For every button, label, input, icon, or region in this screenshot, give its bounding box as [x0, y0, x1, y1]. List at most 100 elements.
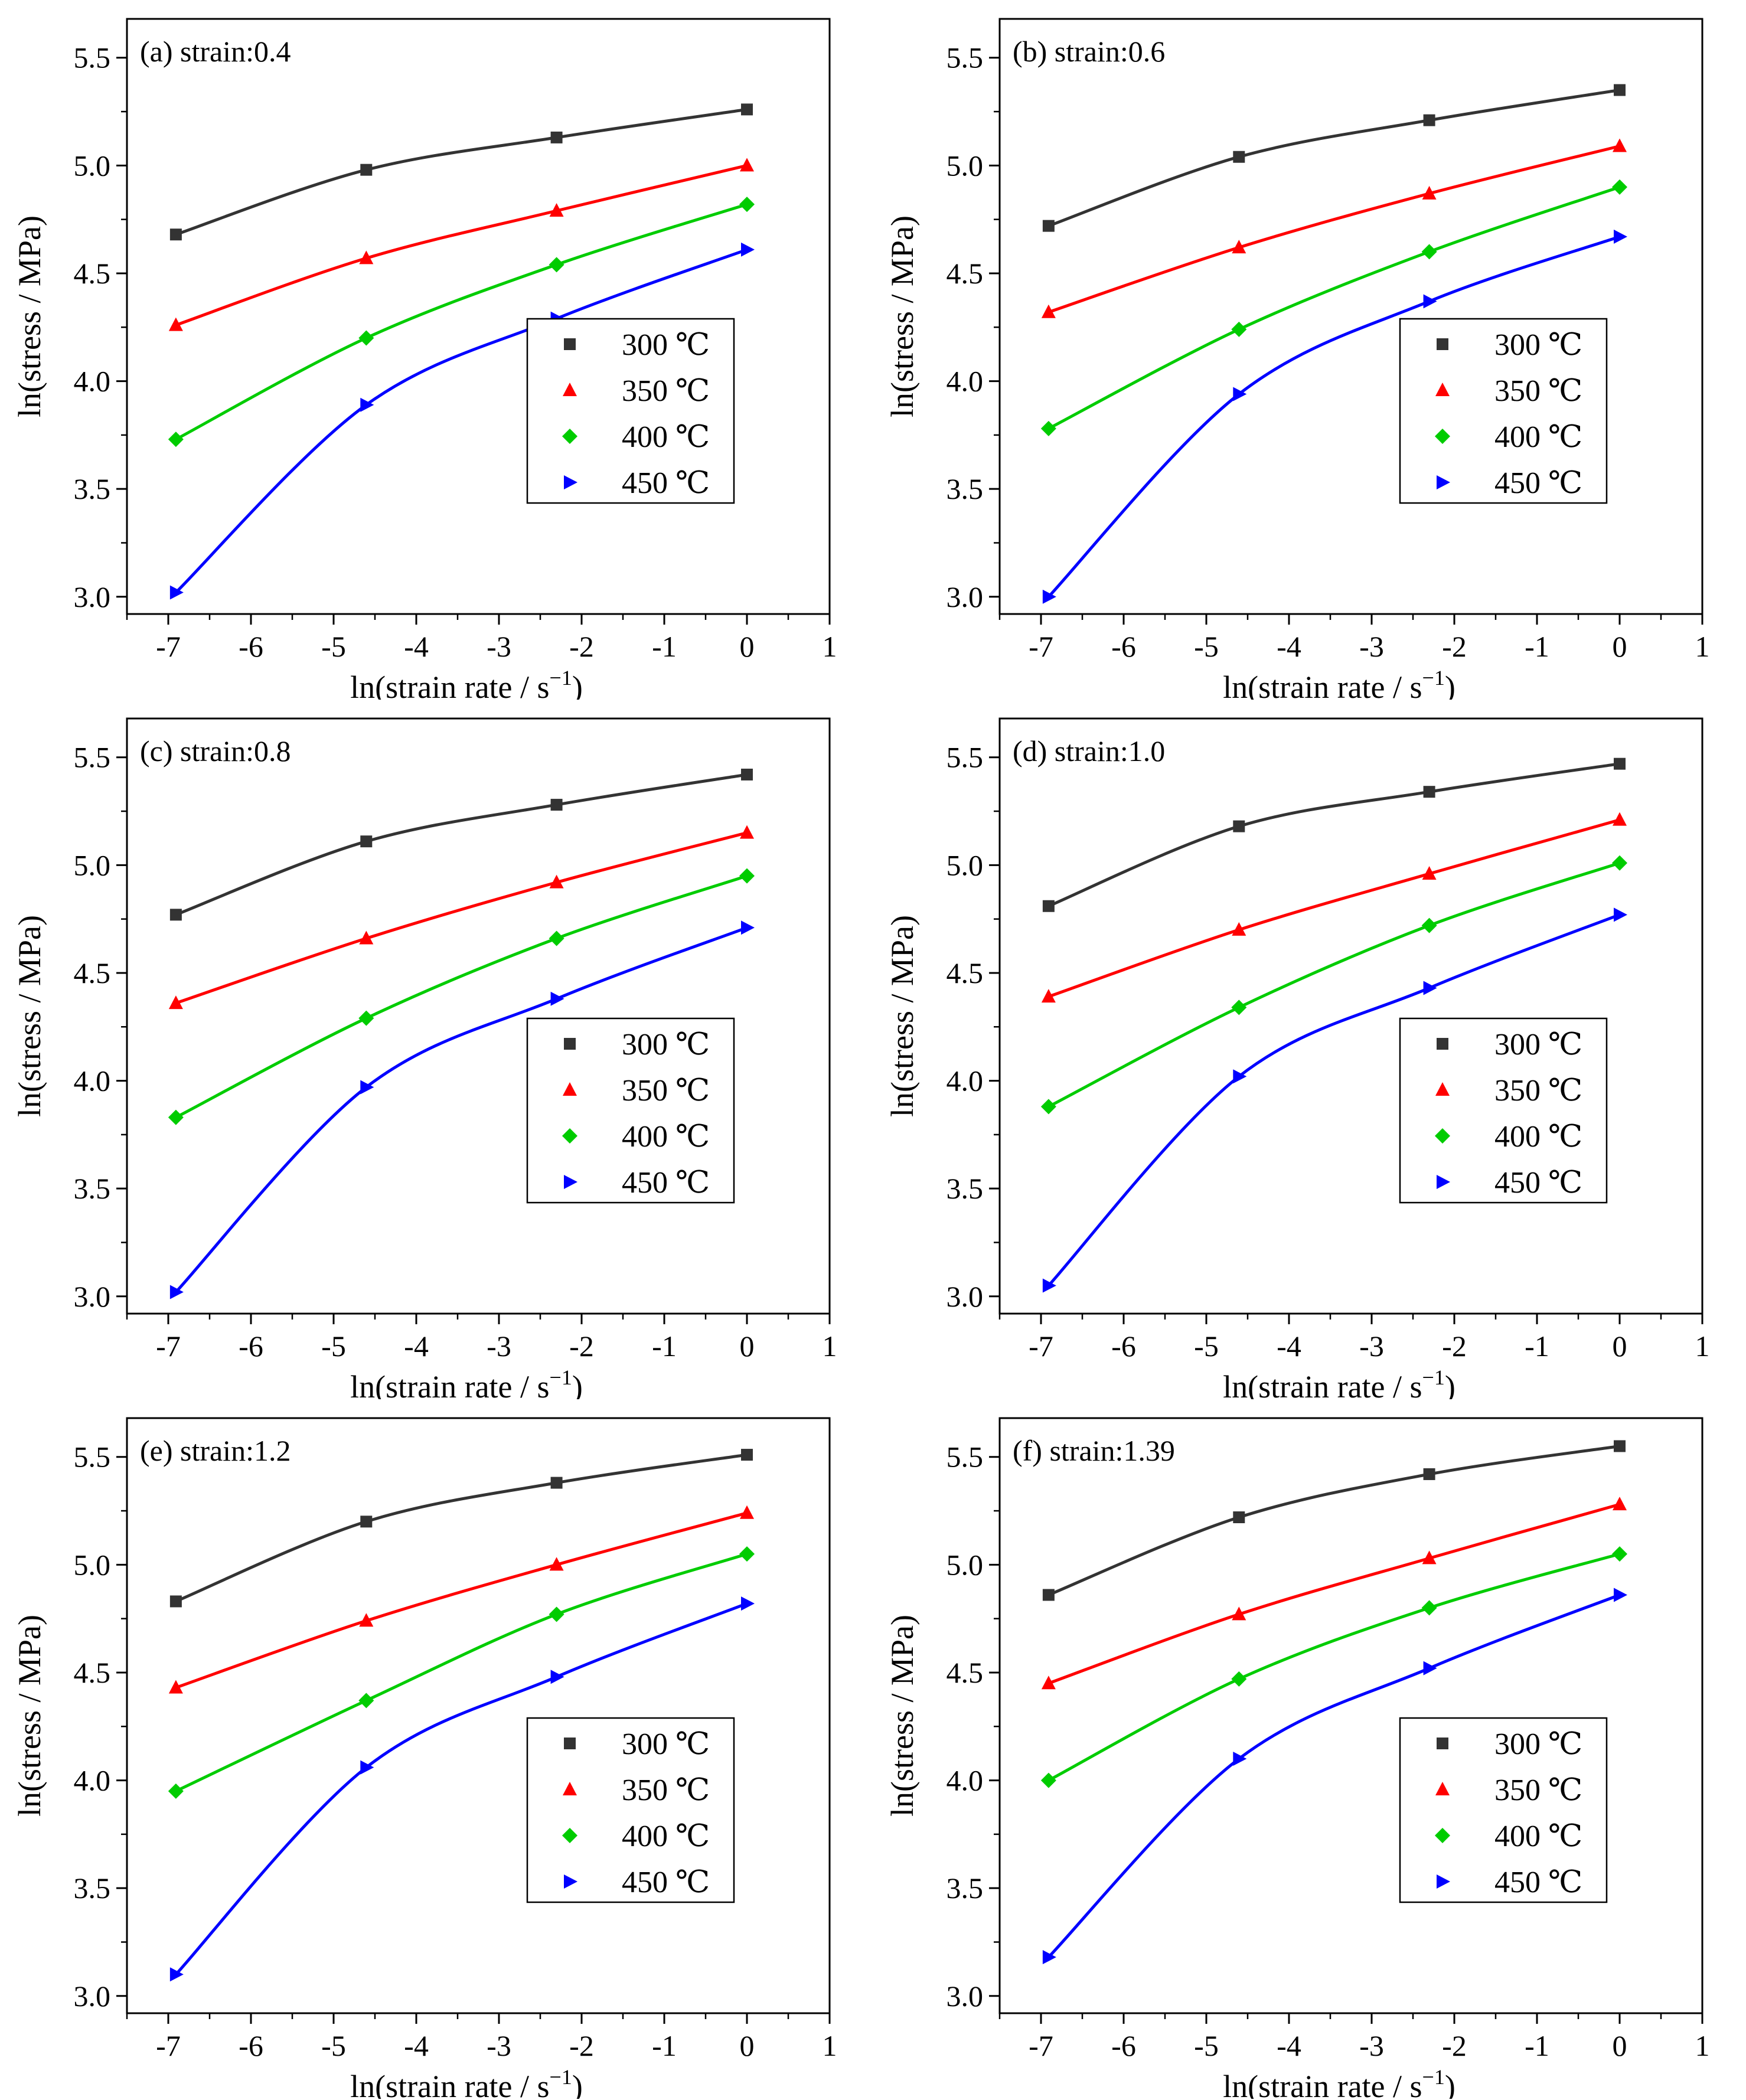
y-tick-label: 4.0 [74, 1064, 111, 1098]
x-tick-label: -4 [404, 2029, 429, 2062]
series-line [1048, 1503, 1620, 1685]
y-axis-label: ln(stress / MPa) [885, 215, 920, 417]
data-point [169, 1285, 184, 1299]
x-tick-label: -5 [321, 1330, 346, 1363]
x-tick-label: 0 [1613, 630, 1627, 663]
x-tick-label: -7 [156, 630, 181, 663]
legend-marker [564, 475, 577, 489]
data-point [168, 317, 183, 331]
y-tick-label: 3.5 [74, 472, 111, 505]
series-4 [1042, 907, 1627, 1293]
panel-title: (c) strain:0.8 [140, 734, 291, 768]
data-point [741, 1449, 753, 1461]
chart-svg: -7 -6 -5 -4 -3 -2 -1 0 1 3.0 3.5 4.0 4.5 5.0 5.5 ln(str… [12, 1417, 837, 2099]
x-tick-label: -1 [1525, 2029, 1549, 2062]
legend-label: 350 ℃ [622, 374, 710, 408]
data-point [550, 1670, 564, 1684]
data-point [1042, 220, 1055, 232]
chart-svg: -7 -6 -5 -4 -3 -2 -1 0 1 3.0 3.5 4.0 4.5 5.0 5.5 ln(str… [12, 717, 837, 1399]
legend-label: 300 ℃ [1494, 1028, 1582, 1062]
data-point [1614, 1440, 1626, 1452]
legend-label: 300 ℃ [1494, 328, 1582, 362]
series-4 [1042, 1588, 1627, 1965]
chart-svg: -7 -6 -5 -4 -3 -2 -1 0 1 3.0 3.5 4.0 4.5 5.0 5.5 ln(str… [885, 1417, 1710, 2099]
x-tick-label: -2 [569, 1330, 594, 1363]
series-line [1047, 762, 1620, 908]
legend: 300 ℃ 350 ℃ 400 ℃ 450 ℃ [1399, 1717, 1608, 1903]
x-tick-label: -4 [1277, 2029, 1301, 2062]
data-point [549, 1606, 564, 1622]
series-3 [1040, 855, 1627, 1115]
data-point [1614, 229, 1627, 244]
x-tick-label: -1 [1525, 630, 1549, 663]
series-line [175, 1552, 748, 1793]
data-point [741, 768, 753, 780]
series-4 [1042, 229, 1627, 604]
series-line [175, 926, 748, 1294]
y-tick-label: 3.5 [74, 1172, 111, 1205]
data-point [1232, 240, 1246, 254]
series-line [1047, 861, 1620, 1108]
x-tick-label: 1 [1695, 2029, 1710, 2062]
panel-e: -7 -6 -5 -4 -3 -2 -1 0 1 3.0 3.5 4.0 4.5 5.0 5.5 ln(str… [0, 1399, 873, 2099]
plot-frame [126, 18, 831, 615]
series-3 [1040, 1546, 1627, 1788]
plot-frame [998, 1417, 1703, 2014]
legend-marker [1435, 1082, 1450, 1096]
plot-frame [998, 18, 1703, 615]
legend-label: 450 ℃ [622, 1166, 710, 1200]
data-point [359, 930, 374, 945]
plot-frame [998, 717, 1703, 1315]
panel-title: (a) strain:0.4 [140, 35, 291, 68]
series-line [175, 1511, 748, 1689]
legend-label: 450 ℃ [1494, 466, 1582, 500]
legend-marker [562, 1828, 577, 1843]
legend: 300 ℃ 350 ℃ 400 ℃ 450 ℃ [526, 1017, 735, 1204]
y-tick-label: 5.5 [74, 41, 111, 74]
y-tick-label: 3.5 [947, 1172, 984, 1205]
legend-box [1399, 318, 1608, 504]
legend-box [1399, 1017, 1608, 1204]
data-point [1232, 922, 1246, 936]
chart-svg: -7 -6 -5 -4 -3 -2 -1 0 1 3.0 3.5 4.0 4.5 5.0 5.5 ln(str… [885, 717, 1710, 1399]
x-tick-label: -4 [404, 630, 429, 663]
series-4 [169, 1596, 755, 1982]
y-tick-label: 5.0 [74, 1548, 111, 1581]
y-tick-label: 4.0 [947, 1764, 984, 1797]
legend-marker [1437, 1738, 1448, 1749]
legend: 300 ℃ 350 ℃ 400 ℃ 450 ℃ [526, 318, 735, 504]
data-point [1613, 138, 1627, 152]
y-tick-label: 3.0 [74, 580, 111, 613]
legend-label: 350 ℃ [1494, 1774, 1582, 1807]
y-tick-label: 5.0 [947, 149, 984, 182]
y-tick-label: 4.5 [947, 956, 984, 989]
chart-svg: -7 -6 -5 -4 -3 -2 -1 0 1 3.0 3.5 4.0 4.5 5.0 5.5 ln(str… [12, 18, 837, 700]
y-tick-label: 5.0 [947, 1548, 984, 1581]
data-point [1040, 420, 1056, 436]
y-tick-label: 4.0 [74, 1764, 111, 1797]
legend: 300 ℃ 350 ℃ 400 ℃ 450 ℃ [1399, 318, 1608, 504]
series-2 [168, 158, 754, 331]
data-point [1422, 185, 1437, 200]
data-point [360, 1760, 374, 1775]
panel-title: (f) strain:1.39 [1013, 1434, 1175, 1467]
panel-a: -7 -6 -5 -4 -3 -2 -1 0 1 3.0 3.5 4.0 4.5 5.0 5.5 ln(str… [0, 0, 873, 700]
series-line [175, 874, 748, 1119]
series-line [175, 1453, 748, 1603]
data-point [550, 799, 563, 811]
data-point [1042, 589, 1056, 604]
x-tick-label: 0 [740, 2029, 755, 2062]
y-tick-label: 4.0 [74, 365, 111, 398]
data-point [1040, 1772, 1056, 1788]
legend-label: 300 ℃ [622, 1727, 710, 1761]
x-tick-label: -2 [1442, 2029, 1467, 2062]
data-point [741, 1596, 755, 1611]
series-1 [169, 768, 753, 921]
data-point [549, 874, 564, 889]
legend-label: 400 ℃ [622, 1120, 710, 1154]
data-point [549, 257, 564, 273]
y-tick-label: 5.5 [947, 1441, 984, 1474]
data-point [1041, 304, 1056, 318]
legend-label: 350 ℃ [1494, 1074, 1582, 1108]
